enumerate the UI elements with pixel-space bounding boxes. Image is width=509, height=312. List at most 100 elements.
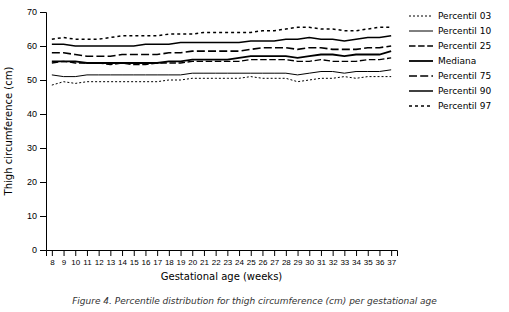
y-tick-mark	[40, 46, 46, 47]
legend-swatch	[409, 105, 433, 107]
x-tick-label: 14	[118, 258, 127, 267]
x-tick-mark	[309, 250, 310, 256]
x-tick-mark	[64, 250, 65, 256]
x-tick: 17	[153, 250, 162, 267]
series-line	[52, 77, 391, 86]
x-tick: 19	[177, 250, 186, 267]
x-tick-mark	[181, 250, 182, 256]
x-tick-mark	[344, 250, 345, 256]
series-line	[52, 27, 391, 39]
x-tick-label: 23	[223, 258, 232, 267]
legend-label: Percentil 97	[438, 101, 491, 111]
x-tick: 29	[294, 250, 303, 267]
legend-label: Percentil 10	[438, 26, 491, 36]
x-tick-mark	[110, 250, 111, 256]
x-tick: 16	[141, 250, 150, 267]
x-tick-mark	[204, 250, 205, 256]
x-tick-mark	[134, 250, 135, 256]
x-tick-mark	[321, 250, 322, 256]
x-tick: 34	[352, 250, 361, 267]
x-tick-label: 17	[153, 258, 162, 267]
x-tick: 30	[305, 250, 314, 267]
x-tick-mark	[333, 250, 334, 256]
x-tick-mark	[99, 250, 100, 256]
x-tick-label: 31	[317, 258, 326, 267]
x-axis: 8910111213141516171819202122232425262728…	[47, 250, 398, 267]
y-tick-label: 50	[27, 75, 37, 85]
x-tick: 37	[387, 250, 396, 267]
x-tick-label: 13	[106, 258, 115, 267]
x-tick: 12	[95, 250, 104, 267]
legend-item: Percentil 03	[409, 11, 491, 21]
legend-label: Percentil 03	[438, 11, 491, 21]
x-tick-mark	[239, 250, 240, 256]
x-tick-label: 19	[177, 258, 186, 267]
x-tick-label: 34	[352, 258, 361, 267]
legend-label: Mediana	[438, 56, 476, 66]
x-tick-label: 12	[95, 258, 104, 267]
x-tick: 32	[329, 250, 338, 267]
x-tick-label: 26	[258, 258, 267, 267]
x-tick: 22	[212, 250, 221, 267]
x-tick-mark	[122, 250, 123, 256]
y-tick: 0	[32, 245, 46, 255]
x-tick-label: 32	[329, 258, 338, 267]
x-tick: 24	[235, 250, 244, 267]
x-tick-mark	[298, 250, 299, 256]
x-tick-mark	[379, 250, 380, 256]
legend-swatch	[409, 16, 433, 17]
x-tick: 14	[118, 250, 127, 267]
y-tick-mark	[40, 114, 46, 115]
x-tick-label: 20	[188, 258, 197, 267]
x-tick-mark	[274, 250, 275, 256]
x-tick: 31	[317, 250, 326, 267]
x-tick-label: 25	[247, 258, 256, 267]
y-tick-label: 0	[32, 245, 37, 255]
y-tick: 60	[27, 41, 46, 51]
x-tick-mark	[75, 250, 76, 256]
legend: Percentil 03Percentil 10Percentil 25Medi…	[409, 11, 491, 111]
legend-item: Percentil 75	[409, 71, 491, 81]
x-tick-mark	[169, 250, 170, 256]
x-tick: 27	[270, 250, 279, 267]
legend-swatch	[409, 90, 433, 92]
y-tick-mark	[40, 250, 46, 251]
y-tick: 40	[27, 109, 46, 119]
y-tick: 20	[27, 177, 46, 187]
y-tick-label: 20	[27, 177, 37, 187]
caption: Figure 4. Percentile distribution for th…	[72, 296, 437, 306]
x-tick: 35	[364, 250, 373, 267]
x-tick-label: 30	[305, 258, 314, 267]
x-tick-mark	[157, 250, 158, 256]
y-tick: 50	[27, 75, 46, 85]
legend-item: Mediana	[409, 56, 476, 66]
x-tick-label: 10	[71, 258, 80, 267]
x-tick-label: 9	[62, 258, 67, 267]
x-tick-mark	[368, 250, 369, 256]
x-tick-label: 15	[130, 258, 139, 267]
y-tick-mark	[40, 80, 46, 81]
legend-label: Percentil 75	[438, 71, 491, 81]
x-tick-label: 28	[282, 258, 291, 267]
y-tick-label: 30	[27, 143, 37, 153]
y-axis-line	[40, 13, 47, 251]
x-tick-mark	[145, 250, 146, 256]
x-tick-label: 35	[364, 258, 373, 267]
x-tick: 36	[375, 250, 384, 267]
x-tick-label: 29	[294, 258, 303, 267]
y-tick-label: 10	[27, 211, 37, 221]
x-tick-label: 24	[235, 258, 244, 267]
x-tick-mark	[192, 250, 193, 256]
x-tick-mark	[262, 250, 263, 256]
x-tick-mark	[87, 250, 88, 256]
legend-swatch	[409, 45, 433, 46]
y-tick-mark	[40, 216, 46, 217]
x-tick: 15	[130, 250, 139, 267]
x-tick: 33	[340, 250, 349, 267]
x-axis-title: Gestational age (weeks)	[161, 271, 283, 282]
lines	[52, 27, 391, 85]
series-line	[52, 70, 391, 77]
x-tick-label: 22	[212, 258, 221, 267]
x-tick-label: 11	[83, 258, 92, 267]
x-tick-label: 36	[375, 258, 384, 267]
